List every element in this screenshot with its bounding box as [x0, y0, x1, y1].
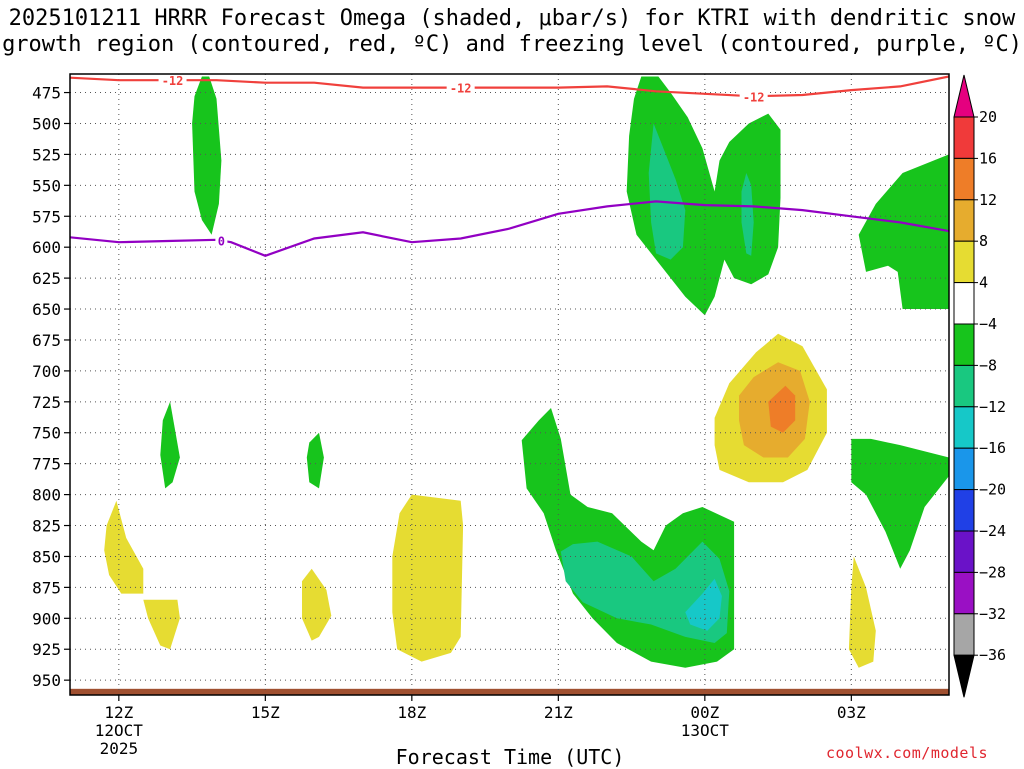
colorbar-label: 12	[979, 191, 997, 209]
x-axis-label: Forecast Time (UTC)	[395, 745, 625, 769]
colorbar-label: −8	[979, 356, 997, 374]
colorbar-segment-10	[953, 489, 975, 532]
y-tick-label: 550	[32, 176, 61, 195]
x-tick-date-label: 12OCT	[95, 721, 144, 740]
x-tick-year-label: 2025	[100, 739, 139, 758]
colorbar-label: −32	[979, 605, 1006, 623]
colorbar-label: 8	[979, 232, 988, 250]
colorbar-label: −12	[979, 398, 1006, 416]
y-tick-label: 650	[32, 300, 61, 319]
colorbar-label: 20	[979, 108, 997, 126]
y-tick-label: 500	[32, 114, 61, 133]
y-tick-label: 775	[32, 455, 61, 474]
y-tick-label: 700	[32, 362, 61, 381]
omega-region-4	[858, 154, 949, 309]
colorbar-segment-9	[953, 447, 975, 491]
dgz-contour-label-bg	[446, 80, 475, 95]
colorbar-label: 4	[979, 274, 988, 292]
surface-terrain-band	[70, 688, 949, 695]
x-tick-date-label: 13OCT	[681, 721, 730, 740]
omega-region-5	[160, 401, 180, 489]
dgz-contour-label-0: -12	[162, 74, 184, 88]
y-tick-label: 600	[32, 238, 61, 257]
colorbar-segment-2	[953, 157, 975, 201]
omega-region-6	[306, 432, 324, 489]
source-credit: coolwx.com/models	[826, 744, 989, 762]
colorbar-label: −4	[979, 315, 997, 333]
dgz-contour-label-1: -12	[450, 82, 472, 96]
colorbar-segment-8	[953, 406, 975, 449]
omega-region-11	[104, 500, 144, 594]
x-tick-label: 00Z	[690, 703, 719, 722]
omega-region-8	[560, 541, 730, 643]
colorbar-segment-6	[953, 323, 975, 366]
y-tick-label: 625	[32, 269, 61, 288]
dgz-contour-label-2: -12	[743, 90, 765, 104]
y-tick-label: 750	[32, 424, 61, 443]
colorbar-label: −16	[979, 439, 1006, 457]
y-tick-label: 850	[32, 547, 61, 566]
colorbar-segment-12	[953, 571, 975, 615]
freezing-level-contour-label-bg	[215, 233, 228, 248]
colorbar-segment-1	[953, 116, 975, 159]
omega-region-17	[768, 385, 796, 433]
omega-region-14	[392, 494, 464, 662]
y-tick-label: 825	[32, 517, 61, 536]
colorbar-segment-bottom	[953, 654, 975, 698]
omega-region-9	[685, 578, 722, 631]
x-tick-label: 12Z	[104, 703, 133, 722]
freezing-level-contour-label-0: 0	[218, 235, 225, 249]
plot-frame	[69, 73, 950, 696]
colorbar-label: −20	[979, 481, 1006, 499]
omega-region-3	[741, 173, 754, 256]
plot-area: -12 -12 -12 0	[70, 74, 949, 695]
omega-region-13	[302, 568, 332, 641]
colorbar-segment-4	[953, 240, 975, 284]
title-line-2: growth region (contoured, red, ºC) and f…	[2, 32, 1022, 57]
colorbar-label: −36	[979, 646, 1006, 664]
x-tick-label: 21Z	[544, 703, 573, 722]
chart-title: 2025101211 HRRR Forecast Omega (shaded, …	[0, 6, 1024, 58]
title-line-1: 2025101211 HRRR Forecast Omega (shaded, …	[8, 6, 1016, 31]
y-tick-label: 800	[32, 486, 61, 505]
omega-region-0	[192, 76, 222, 235]
colorbar-segment-3	[953, 199, 975, 242]
colorbar-segment-11	[953, 530, 975, 573]
y-tick-label: 875	[32, 578, 61, 597]
y-tick-label: 575	[32, 207, 61, 226]
colorbar-segment-7	[953, 364, 975, 408]
y-tick-label: 675	[32, 331, 61, 350]
dgz-contour-label-bg	[158, 74, 187, 88]
colorbar-segment-top	[953, 74, 975, 118]
omega-region-2	[648, 123, 686, 260]
colorbar-label: −28	[979, 563, 1006, 581]
colorbar-segment-5	[953, 282, 975, 325]
y-tick-label: 475	[32, 84, 61, 103]
colorbar-label: −24	[979, 522, 1006, 540]
dgz-contour-line	[70, 75, 949, 98]
colorbar-label: 16	[979, 149, 997, 167]
omega-region-18	[848, 556, 876, 668]
omega-region-12	[143, 599, 180, 650]
x-tick-label: 03Z	[837, 703, 866, 722]
y-tick-label: 900	[32, 609, 61, 628]
omega-region-10	[851, 438, 949, 569]
y-tick-label: 950	[32, 671, 61, 690]
y-tick-label: 525	[32, 145, 61, 164]
x-tick-label: 15Z	[251, 703, 280, 722]
dgz-contour-label-bg	[739, 89, 768, 104]
y-tick-label: 725	[32, 393, 61, 412]
y-tick-label: 925	[32, 640, 61, 659]
colorbar-segment-13	[953, 613, 975, 656]
x-tick-label: 18Z	[397, 703, 426, 722]
